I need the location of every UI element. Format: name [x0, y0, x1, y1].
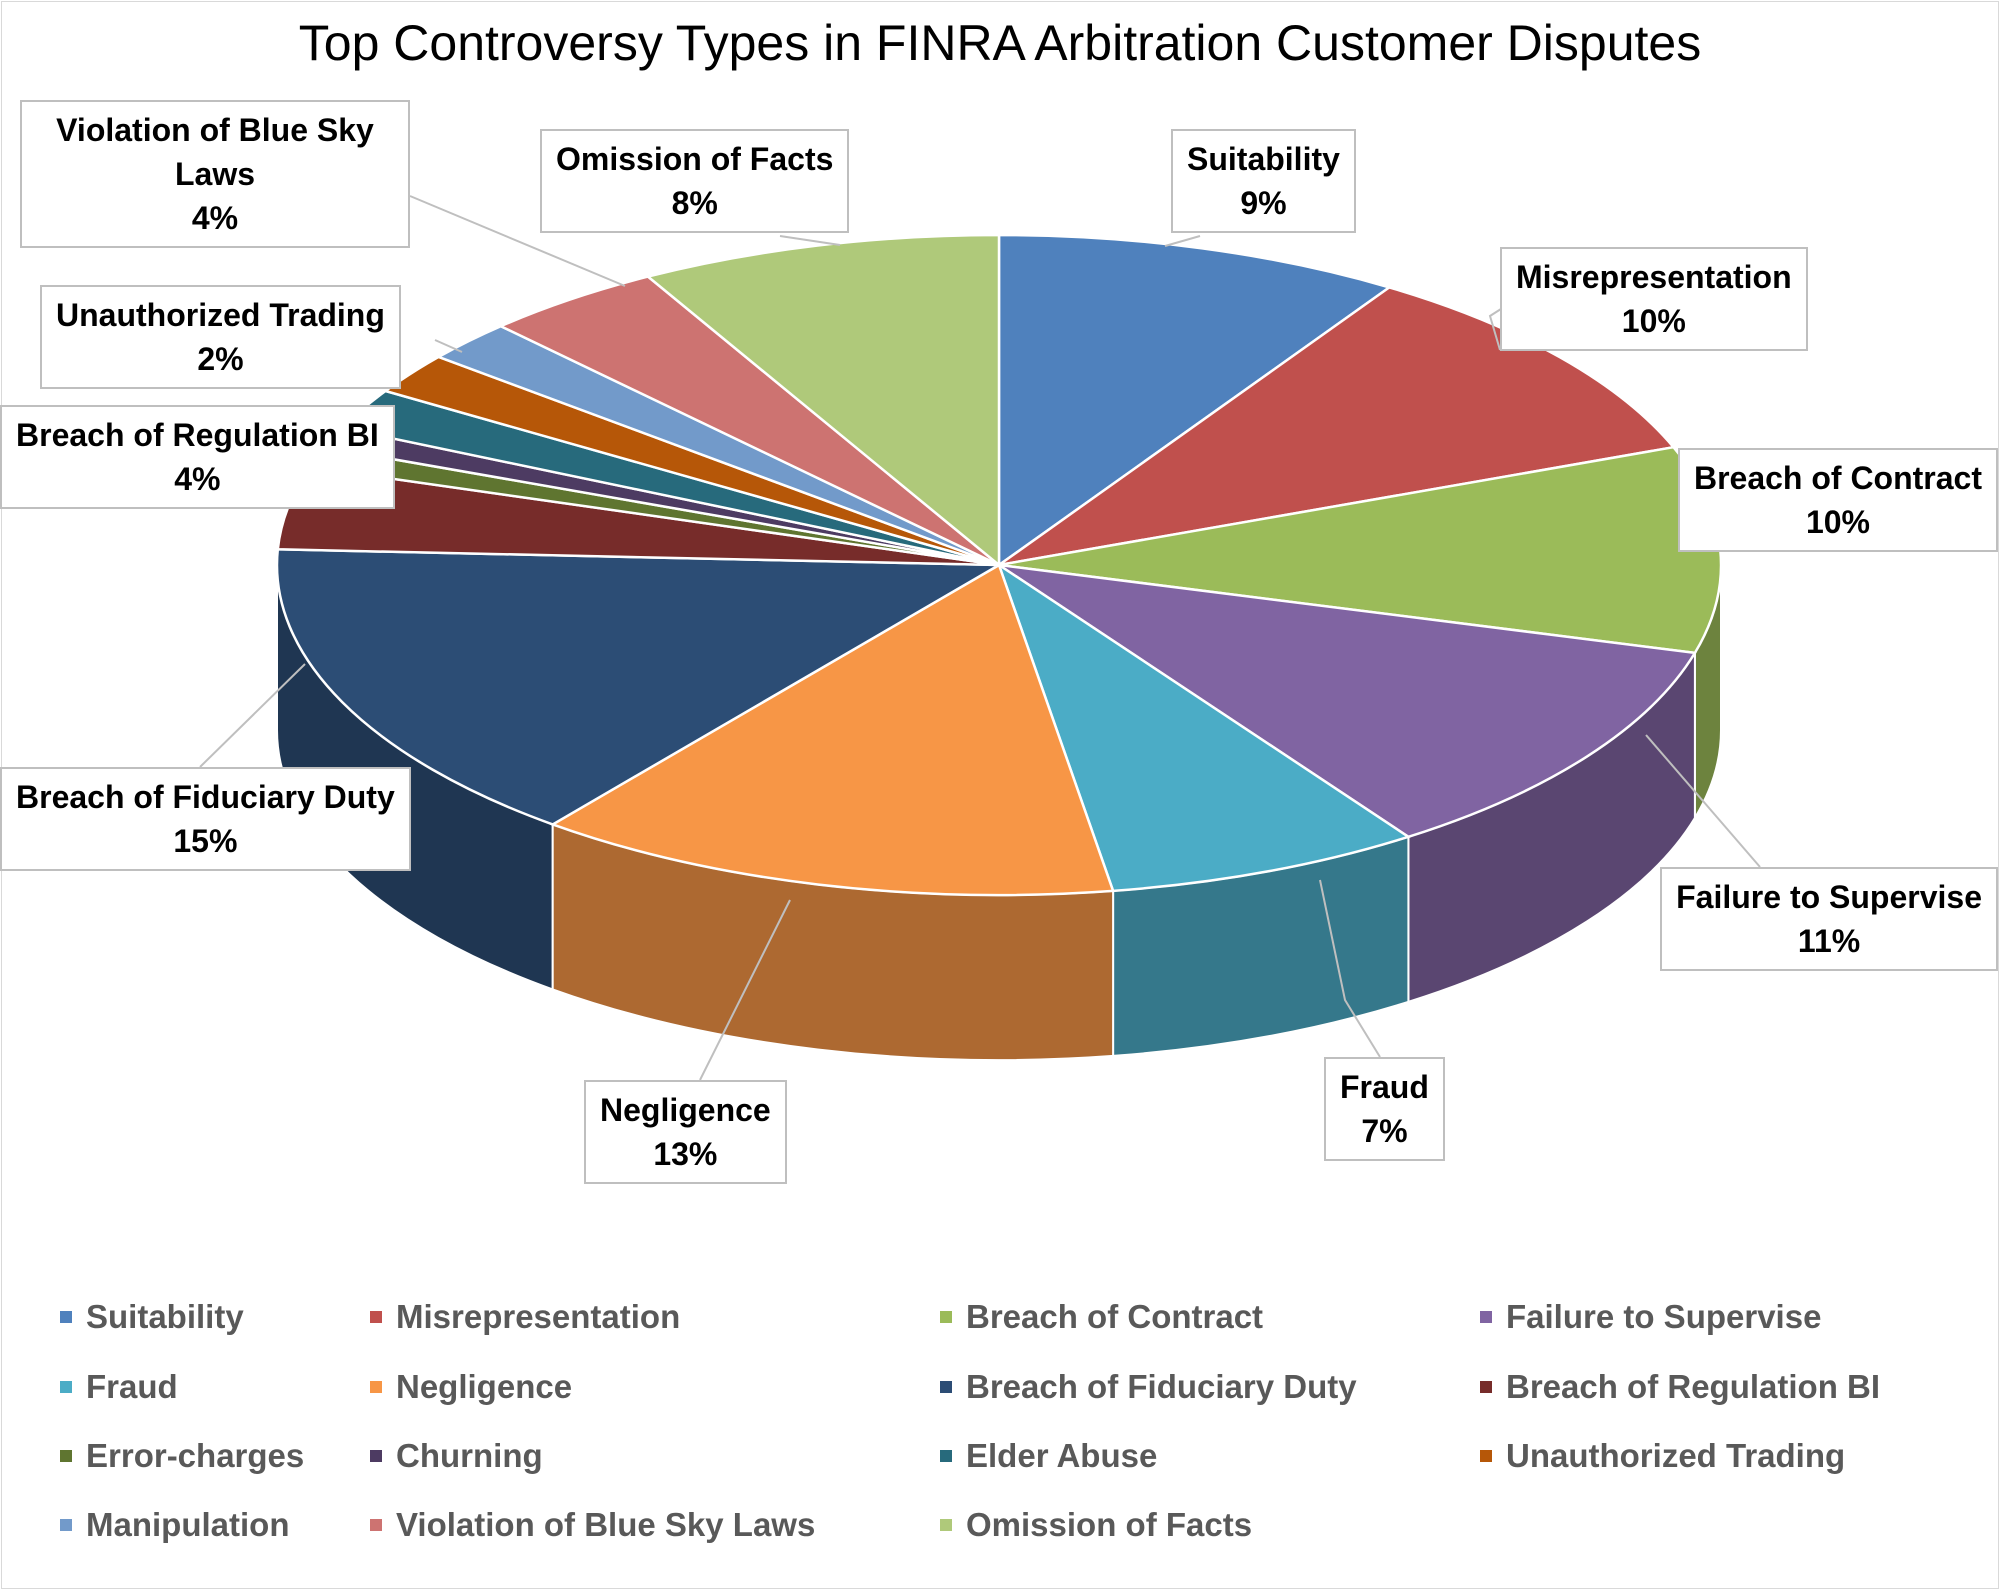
legend-item[interactable]: Breach of Fiduciary Duty: [940, 1368, 1357, 1406]
data-label-value: 11%: [1797, 923, 1861, 959]
pie-slice-breach-of-fiduciary-duty[interactable]: [275, 548, 1004, 826]
data-label-value: 10%: [1621, 303, 1686, 339]
pie-slice-failure-to-supervise[interactable]: [998, 563, 1697, 839]
legend-label: Breach of Contract: [966, 1298, 1264, 1335]
legend-item[interactable]: Failure to Supervise: [1480, 1298, 1821, 1336]
legend-item[interactable]: Elder Abuse: [940, 1437, 1157, 1475]
legend-item[interactable]: Misrepresentation: [370, 1298, 680, 1336]
data-label-value: 10%: [1805, 504, 1870, 540]
data-label-name: Negligence: [600, 1092, 771, 1128]
legend-item[interactable]: Omission of Facts: [940, 1506, 1252, 1544]
legend-swatch: [1480, 1311, 1492, 1323]
legend-swatch: [1480, 1450, 1492, 1462]
legend-label: Fraud: [86, 1368, 178, 1405]
data-label-value: 4%: [174, 461, 221, 497]
legend-item[interactable]: Violation of Blue Sky Laws: [370, 1506, 815, 1544]
data-label-name: Breach of Regulation BI: [16, 417, 379, 453]
data-label-value: 9%: [1240, 185, 1287, 221]
data-label: Breach of Fiduciary Duty 15%: [0, 767, 411, 871]
legend-swatch: [370, 1450, 382, 1462]
data-label-name: Failure to Supervise: [1676, 879, 1982, 915]
legend-item[interactable]: Churning: [370, 1437, 543, 1475]
legend-item[interactable]: Fraud: [60, 1368, 178, 1406]
legend-item[interactable]: Breach of Regulation BI: [1480, 1368, 1880, 1406]
data-label: Fraud 7%: [1324, 1057, 1445, 1161]
data-label-name: Omission of Facts: [556, 141, 834, 177]
legend-item[interactable]: Manipulation: [60, 1506, 289, 1544]
legend-label: Omission of Facts: [966, 1506, 1253, 1543]
legend-label: Negligence: [396, 1368, 573, 1405]
legend-item[interactable]: Breach of Contract: [940, 1298, 1263, 1336]
data-label-value: 2%: [197, 341, 244, 377]
data-label-name: Fraud: [1340, 1069, 1429, 1105]
legend-item[interactable]: Suitability: [60, 1298, 244, 1336]
data-label: Failure to Supervise 11%: [1660, 867, 1998, 971]
leader-line: [699, 899, 791, 1081]
legend-label: Unauthorized Trading: [1506, 1437, 1846, 1474]
legend-swatch: [370, 1311, 382, 1323]
legend-label: Manipulation: [86, 1506, 290, 1543]
legend-label: Error-charges: [86, 1437, 305, 1474]
pie-slice-negligence[interactable]: [549, 563, 1115, 897]
legend-item[interactable]: Negligence: [370, 1368, 572, 1406]
leader-line: [1164, 235, 1201, 247]
legend-item[interactable]: Unauthorized Trading: [1480, 1437, 1845, 1475]
legend-item[interactable]: Error-charges: [60, 1437, 304, 1475]
leader-line: [434, 339, 463, 353]
legend-swatch: [940, 1450, 952, 1462]
data-label-value: 4%: [191, 200, 239, 236]
legend-swatch: [940, 1519, 952, 1531]
pie-slice-violation-of-blue-sky-laws[interactable]: [497, 275, 1000, 567]
data-label-value: 7%: [1361, 1113, 1408, 1149]
data-label-value: 8%: [671, 185, 718, 221]
legend-label: Violation of Blue Sky Laws: [396, 1506, 816, 1543]
data-label: Misrepresentation 10%: [1500, 247, 1808, 351]
legend-swatch: [60, 1450, 72, 1462]
legend-label: Breach of Regulation BI: [1506, 1368, 1881, 1405]
data-label: Suitability 9%: [1171, 129, 1356, 233]
legend-swatch: [60, 1519, 72, 1531]
leader-line: [199, 663, 306, 768]
leader-line: [779, 235, 841, 246]
data-label-value: 13%: [653, 1136, 718, 1172]
data-label-name: Suitability: [1187, 141, 1340, 177]
data-label-name: Violation of Blue Sky Laws: [56, 112, 374, 192]
leader-line: [1645, 734, 1761, 868]
legend-swatch: [370, 1381, 382, 1393]
legend-swatch: [370, 1519, 382, 1531]
data-label: Violation of Blue Sky Laws 4%: [20, 100, 410, 248]
leader-line: [409, 195, 626, 287]
data-label-name: Breach of Fiduciary Duty: [16, 779, 395, 815]
chart-title: Top Controversy Types in FINRA Arbitrati…: [298, 15, 1702, 71]
data-label-name: Misrepresentation: [1516, 259, 1792, 295]
pie-slice-omission-of-facts[interactable]: [645, 233, 1001, 568]
pie-slice-suitability[interactable]: [997, 233, 1393, 568]
data-label: Breach of Contract 10%: [1677, 448, 1998, 552]
pie-slice-misrepresentation[interactable]: [998, 286, 1676, 567]
data-label-name: Unauthorized Trading: [56, 297, 385, 333]
data-label-value: 15%: [173, 823, 238, 859]
legend-label: Misrepresentation: [396, 1298, 681, 1335]
legend-label: Churning: [396, 1437, 543, 1474]
leader-line: [1319, 879, 1381, 1058]
legend-swatch: [940, 1381, 952, 1393]
legend-swatch: [60, 1381, 72, 1393]
data-label: Negligence 13%: [584, 1080, 787, 1184]
legend-label: Elder Abuse: [966, 1437, 1158, 1474]
data-label-name: Breach of Contract: [1693, 460, 1982, 496]
data-label: Unauthorized Trading 2%: [40, 285, 401, 389]
legend-swatch: [60, 1311, 72, 1323]
pie-slice-fraud[interactable]: [996, 561, 1412, 893]
data-label: Omission of Facts 8%: [540, 129, 850, 233]
legend-label: Failure to Supervise: [1506, 1298, 1822, 1335]
legend-swatch: [940, 1311, 952, 1323]
legend-swatch: [1480, 1381, 1492, 1393]
legend-label: Suitability: [86, 1298, 244, 1335]
data-label: Breach of Regulation BI 4%: [0, 405, 395, 509]
legend-label: Breach of Fiduciary Duty: [966, 1368, 1357, 1405]
